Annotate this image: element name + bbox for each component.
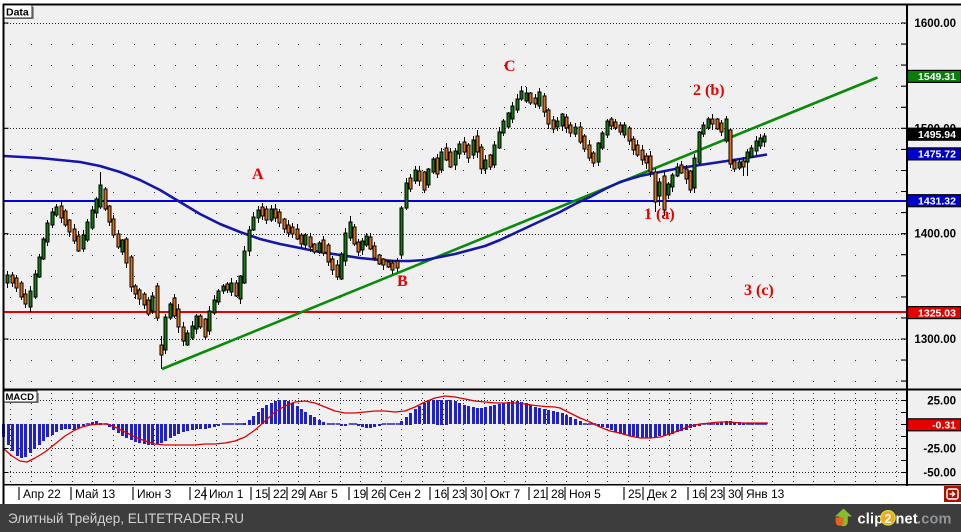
svg-text:Янв 13: Янв 13: [746, 487, 785, 501]
svg-text:A: A: [252, 166, 264, 183]
svg-text:25.00: 25.00: [927, 396, 956, 408]
svg-text:Data: Data: [6, 7, 29, 19]
svg-text:30: 30: [470, 487, 484, 501]
svg-text:Июл 1: Июл 1: [209, 487, 244, 501]
svg-text:Дек 2: Дек 2: [647, 487, 677, 501]
svg-text:1549.31: 1549.31: [918, 71, 956, 83]
svg-text:1325.03: 1325.03: [918, 307, 956, 319]
svg-text:1300.00: 1300.00: [914, 334, 956, 346]
svg-text:-50.00: -50.00: [923, 468, 956, 480]
svg-text:16: 16: [434, 487, 448, 501]
svg-text:-0.31: -0.31: [932, 420, 956, 432]
svg-text:Ноя 5: Ноя 5: [569, 487, 601, 501]
svg-text:28: 28: [551, 487, 565, 501]
svg-text:16: 16: [692, 487, 706, 501]
svg-text:2 (b): 2 (b): [693, 82, 725, 99]
svg-text:MACD: MACD: [6, 392, 35, 403]
svg-text:24: 24: [194, 487, 208, 501]
svg-text:26: 26: [371, 487, 385, 501]
svg-text:19: 19: [353, 487, 367, 501]
svg-text:.com: .com: [917, 512, 952, 528]
svg-text:25: 25: [628, 487, 642, 501]
svg-text:30: 30: [728, 487, 742, 501]
svg-text:Май 13: Май 13: [75, 487, 116, 501]
svg-text:Элитный Трейдер, ELITETRADER.R: Элитный Трейдер, ELITETRADER.RU: [8, 511, 244, 526]
svg-text:B: B: [397, 273, 408, 290]
svg-text:3 (c): 3 (c): [744, 282, 774, 299]
svg-text:1431.32: 1431.32: [918, 196, 956, 208]
svg-text:2: 2: [884, 511, 891, 526]
svg-text:1400.00: 1400.00: [914, 229, 956, 241]
svg-text:Июн 3: Июн 3: [137, 487, 172, 501]
svg-text:1495.94: 1495.94: [918, 129, 956, 141]
svg-text:Сен 2: Сен 2: [389, 487, 421, 501]
svg-text:-25.00: -25.00: [923, 444, 956, 456]
svg-text:Авг 5: Авг 5: [309, 487, 338, 501]
svg-text:Апр 22: Апр 22: [23, 487, 61, 501]
svg-text:29: 29: [291, 487, 305, 501]
svg-text:clip: clip: [858, 512, 884, 528]
svg-text:23: 23: [710, 487, 724, 501]
svg-text:22: 22: [273, 487, 287, 501]
svg-text:23: 23: [452, 487, 466, 501]
svg-text:21: 21: [533, 487, 547, 501]
svg-text:1 (a): 1 (a): [644, 206, 675, 223]
svg-text:15: 15: [255, 487, 269, 501]
svg-text:Окт 7: Окт 7: [490, 487, 521, 501]
svg-text:1475.72: 1475.72: [918, 149, 956, 161]
svg-text:net: net: [896, 512, 918, 528]
svg-text:C: C: [504, 58, 516, 75]
svg-text:1600.00: 1600.00: [914, 18, 956, 30]
